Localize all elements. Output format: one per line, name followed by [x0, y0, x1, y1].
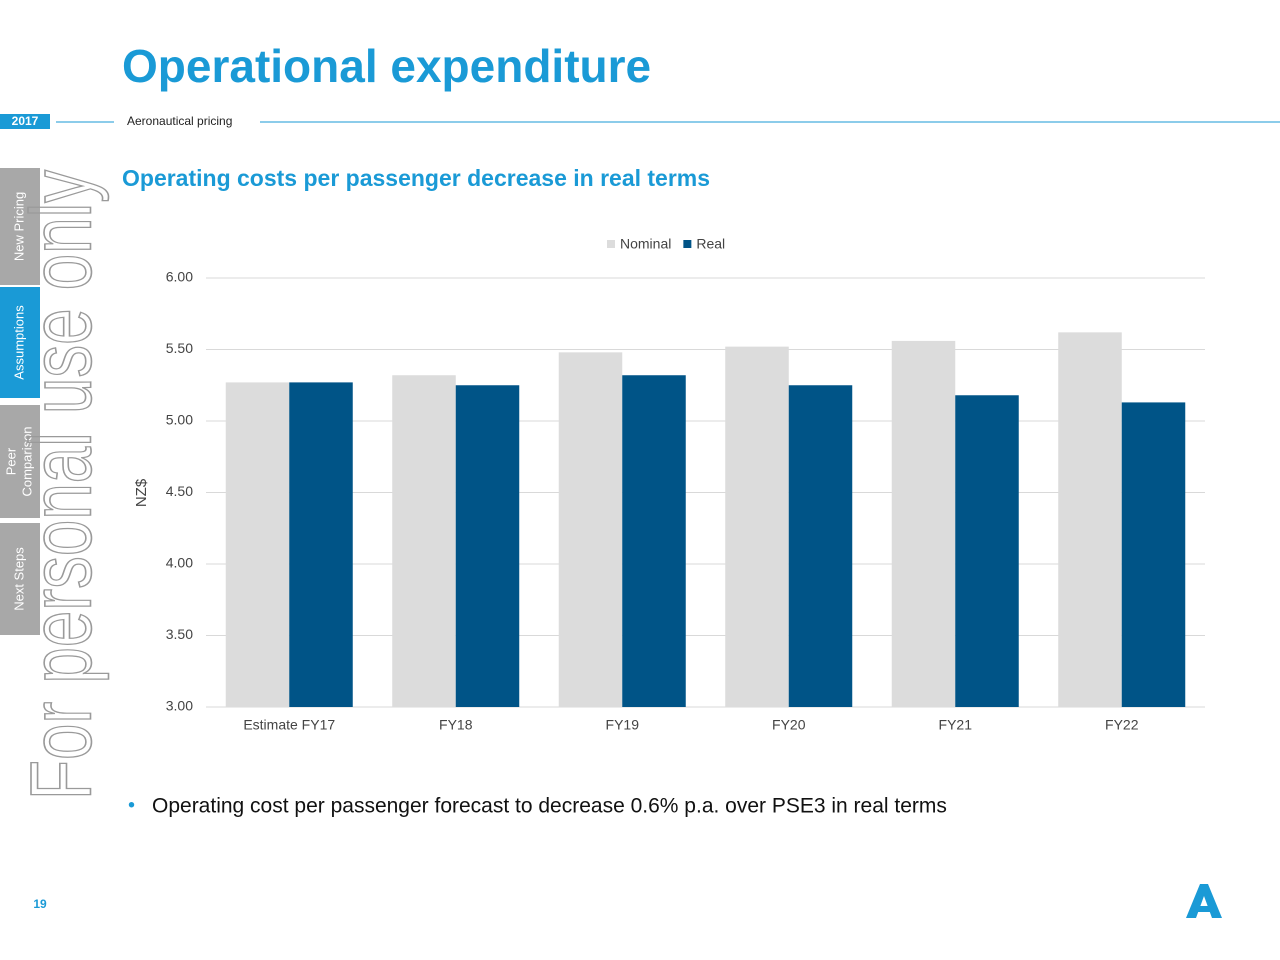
y-axis-label: NZ$ — [133, 478, 150, 507]
section-label: Aeronautical pricing — [127, 114, 232, 128]
legend-swatch — [683, 240, 692, 248]
legend-swatch — [607, 240, 615, 248]
bar — [558, 352, 623, 707]
sidebar-tab — [0, 405, 40, 518]
bar — [455, 385, 520, 707]
y-tick-label: 4.00 — [166, 555, 193, 571]
y-tick-label: 3.00 — [166, 698, 193, 714]
bar — [725, 346, 789, 707]
bar — [891, 340, 956, 707]
bar — [1058, 332, 1122, 707]
sidebar-tab — [0, 287, 40, 398]
y-tick-label: 4.50 — [166, 483, 193, 499]
x-tick-label: Estimate FY17 — [243, 717, 335, 733]
sidebar-tab-label: New Pricing — [11, 192, 26, 261]
sidebar-tab — [0, 168, 40, 285]
y-tick-label: 3.50 — [166, 626, 193, 642]
year: 2017 — [12, 114, 39, 128]
bar — [955, 395, 1019, 707]
y-tick-label: 5.50 — [166, 340, 193, 356]
bar — [392, 375, 456, 707]
x-tick-label: FY22 — [1105, 717, 1139, 733]
sidebar-tab — [0, 523, 40, 635]
bullet-marker: • — [128, 794, 135, 816]
bar — [1121, 402, 1186, 707]
legend-label: Real — [696, 236, 725, 252]
x-tick-label: FY18 — [439, 717, 473, 733]
bar — [788, 385, 853, 707]
sidebar-tab-label: Comparison — [19, 426, 34, 496]
bullet-text: Operating cost per passenger forecast to… — [152, 795, 947, 818]
y-tick-label: 6.00 — [166, 269, 193, 285]
bar — [622, 375, 686, 707]
bar — [225, 382, 290, 707]
sidebar-tab-label: Next Steps — [11, 547, 26, 611]
logo — [1186, 884, 1222, 918]
sidebar-tab-label: Peer — [3, 447, 18, 475]
slide-title: Operational expenditure — [122, 40, 651, 92]
y-tick-label: 5.00 — [166, 412, 193, 428]
watermark: For personal use only — [14, 170, 110, 800]
x-tick-label: FY19 — [606, 717, 640, 733]
page-number: 19 — [33, 897, 47, 911]
year-badge — [0, 114, 50, 129]
x-tick-label: FY21 — [939, 717, 973, 733]
chart-title: Operating costs per passenger decrease i… — [122, 165, 710, 191]
bar — [289, 382, 353, 707]
x-tick-label: FY20 — [772, 717, 806, 733]
legend-label: Nominal — [620, 236, 671, 252]
sidebar-tab-label: Assumptions — [11, 305, 26, 380]
